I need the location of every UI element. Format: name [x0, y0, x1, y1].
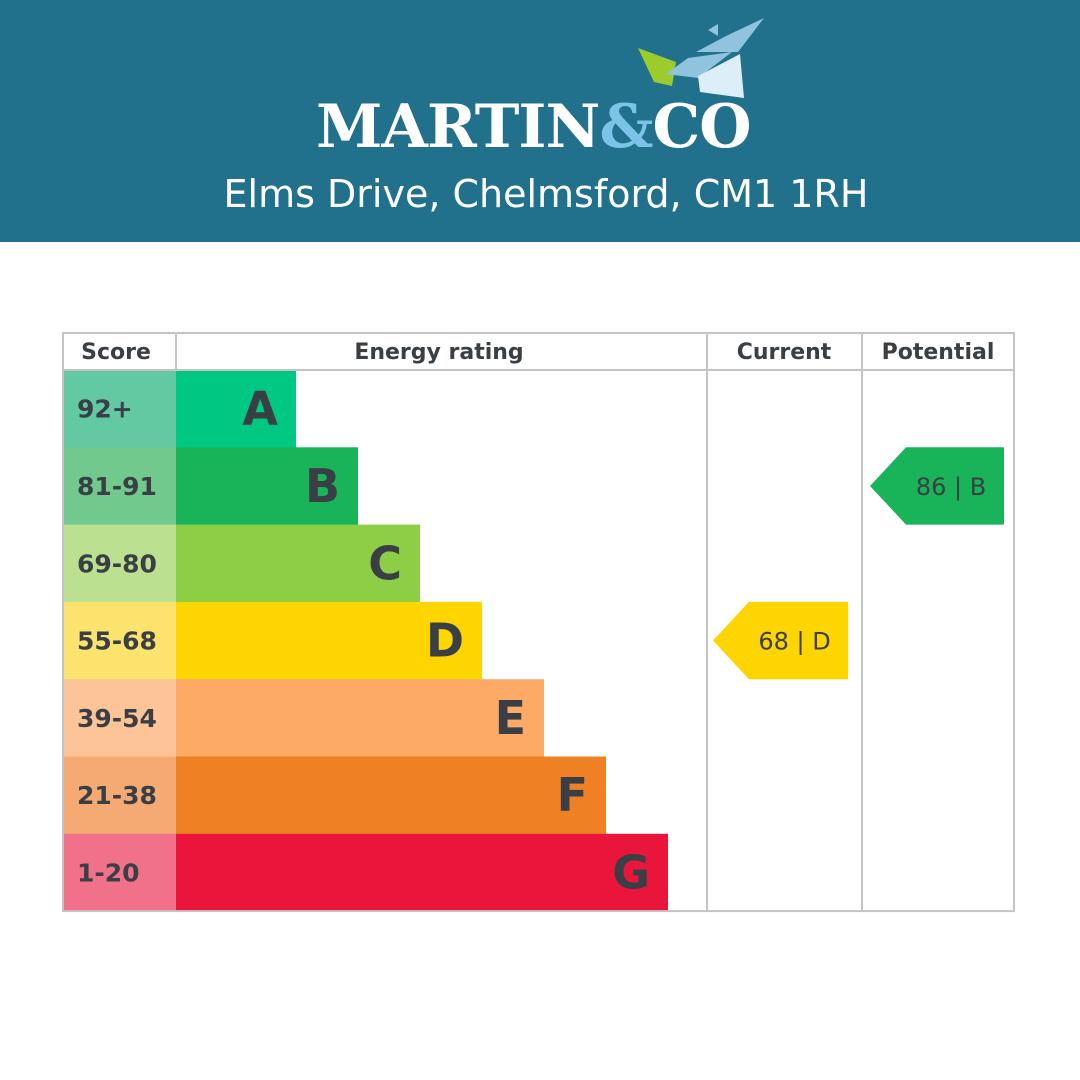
- score-label-d: 55-68: [77, 627, 157, 656]
- column-header-current: Current: [737, 340, 832, 365]
- score-cell-a: [63, 370, 176, 448]
- band-letter-f: F: [557, 768, 588, 822]
- band-bar-c: [176, 524, 420, 603]
- potential-rating-label: 86 | B: [916, 473, 986, 501]
- band-letter-g: G: [612, 845, 650, 899]
- bands-layer: 92+ A 81-91 B 69-80 C 55-68 D 39-54 E 21-38 F 1-20 G: [63, 370, 668, 912]
- band-letter-b: B: [305, 459, 340, 513]
- band-letter-a: A: [242, 382, 278, 436]
- band-bar-d: [176, 601, 482, 680]
- column-header-score: Score: [81, 340, 151, 365]
- score-cell-g: [63, 833, 176, 912]
- header-banner: MARTIN&CO Elms Drive, Chelmsford, CM1 1R…: [0, 0, 1080, 242]
- band-bar-e: [176, 679, 544, 757]
- score-label-a: 92+: [77, 395, 133, 424]
- grid-layer: [62, 332, 1015, 913]
- potential-arrow: [870, 447, 1004, 525]
- table-border: [62, 332, 1015, 913]
- score-label-b: 81-91: [77, 472, 157, 501]
- column-header-energy-rating: Energy rating: [354, 340, 523, 365]
- band-letter-c: C: [368, 536, 402, 590]
- house-logo-icon: [638, 18, 764, 98]
- score-label-f: 21-38: [77, 781, 157, 810]
- band-letter-e: E: [495, 691, 526, 745]
- score-cell-f: [63, 756, 176, 835]
- current-rating-label: 68 | D: [758, 628, 830, 656]
- band-letter-d: D: [426, 614, 464, 668]
- current-arrow: [713, 601, 848, 680]
- score-label-e: 39-54: [77, 704, 157, 733]
- arrows-layer: 68 | D 86 | B: [713, 447, 1004, 680]
- score-label-c: 69-80: [77, 549, 157, 578]
- score-cell-b: [63, 447, 176, 526]
- property-address: Elms Drive, Chelmsford, CM1 1RH: [223, 172, 869, 216]
- score-cell-e: [63, 679, 176, 757]
- band-bar-g: [176, 833, 668, 912]
- band-bar-b: [176, 447, 358, 526]
- score-label-g: 1-20: [77, 858, 140, 887]
- score-cell-c: [63, 524, 176, 603]
- band-bar-a: [176, 370, 296, 448]
- brand-logo: MARTIN&CO: [316, 92, 752, 162]
- column-header-potential: Potential: [882, 340, 995, 365]
- score-cell-d: [63, 601, 176, 680]
- band-bar-f: [176, 756, 606, 835]
